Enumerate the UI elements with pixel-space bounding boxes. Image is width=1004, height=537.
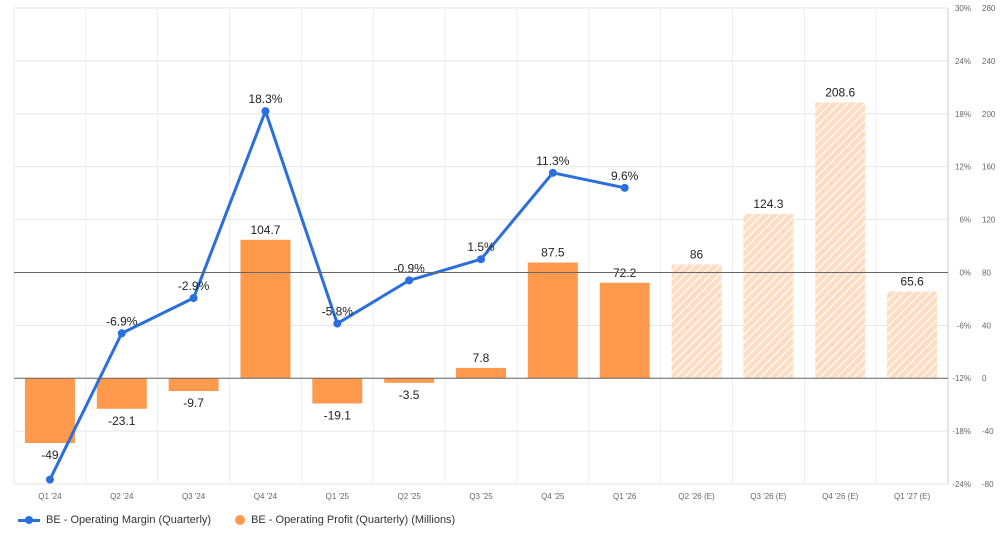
line-data-label: 18.3% xyxy=(248,92,282,106)
right-axis-tick-label: 0 xyxy=(982,374,987,383)
x-axis-tick-label: Q1 '24 xyxy=(38,492,62,501)
bar xyxy=(312,378,363,404)
right-axis-tick-label: 80 xyxy=(982,268,991,277)
bar-estimate xyxy=(671,264,722,379)
right-axis-tick-label: 200 xyxy=(982,110,996,119)
margin-point xyxy=(620,183,629,192)
x-axis-tick-label: Q1 '26 xyxy=(613,492,637,501)
left-axis-tick-label: 30% xyxy=(955,4,971,13)
legend-item-operating-margin[interactable]: BE - Operating Margin (Quarterly) xyxy=(18,514,211,526)
legend-bar-swatch xyxy=(235,515,246,525)
margin-point xyxy=(477,255,485,264)
legend-label-operating-margin: BE - Operating Margin (Quarterly) xyxy=(46,514,212,526)
x-axis-tick-label: Q4 '25 xyxy=(541,492,565,501)
bar-data-label: 7.8 xyxy=(473,351,490,365)
bar xyxy=(240,239,291,379)
bar-data-label: 65.6 xyxy=(900,274,924,288)
bar-data-label: 208.6 xyxy=(825,85,855,99)
line-data-label: 9.6% xyxy=(611,169,639,183)
x-axis-tick-label: Q3 '26 (E) xyxy=(750,492,787,501)
x-axis-tick-label: Q1 '27 (E) xyxy=(894,492,931,501)
margin-point xyxy=(548,168,557,177)
right-axis-tick-label: 160 xyxy=(982,163,996,172)
margin-point xyxy=(333,319,342,328)
margin-point xyxy=(117,329,126,338)
right-axis-tick-label: -80 xyxy=(982,480,994,489)
bar-estimate xyxy=(887,291,938,379)
bar xyxy=(24,378,75,444)
bar-data-label: 124.3 xyxy=(753,197,783,211)
bar-data-label: -19.1 xyxy=(324,408,352,422)
axes: 30% 24% 18% 12% 6% 0% -6% -12% -18% -24% 280 240 200… xyxy=(14,4,996,501)
line-data-label: 1.5% xyxy=(467,240,495,254)
right-axis-tick-label: 120 xyxy=(982,216,996,225)
bar xyxy=(527,262,578,379)
line-data-label: 11.3% xyxy=(536,154,569,168)
line-data-label: -5.8% xyxy=(322,305,354,319)
bar-data-label: -3.5 xyxy=(399,388,420,402)
legend-label-operating-profit: BE - Operating Profit (Quarterly) (Milli… xyxy=(251,514,456,526)
left-axis-tick-label: 24% xyxy=(955,57,971,66)
bar-estimate xyxy=(815,102,866,379)
line-series xyxy=(45,107,629,484)
left-axis-tick-label: -12% xyxy=(952,374,971,383)
legend-line-swatch xyxy=(18,515,40,525)
bar-data-label: 104.7 xyxy=(250,223,280,237)
x-axis-tick-label: Q4 '26 (E) xyxy=(822,492,859,501)
bar xyxy=(384,378,435,383)
bar-data-label: -9.7 xyxy=(183,396,204,410)
right-axis-tick-label: 280 xyxy=(982,4,996,13)
margin-point xyxy=(45,475,54,484)
line-data-label: -0.9% xyxy=(393,261,425,275)
right-axis-tick-label: 240 xyxy=(982,57,996,66)
x-axis-tick-label: Q2 '25 xyxy=(397,492,421,501)
bar-series xyxy=(24,102,938,444)
right-axis-tick-label: 40 xyxy=(982,321,991,330)
bar-data-label: -23.1 xyxy=(108,414,136,428)
bar-data-label: 87.5 xyxy=(541,246,565,260)
x-axis-tick-label: Q2 '24 xyxy=(110,492,134,501)
bar xyxy=(599,282,650,379)
x-axis-tick-label: Q2 '26 (E) xyxy=(678,492,715,501)
legend: BE - Operating Margin (Quarterly) BE - O… xyxy=(18,514,479,526)
bar-data-label: 86 xyxy=(690,248,704,262)
left-axis-tick-label: -18% xyxy=(952,427,971,436)
left-axis-tick-label: 0% xyxy=(959,268,971,277)
left-axis-tick-label: 6% xyxy=(959,216,971,225)
bar xyxy=(96,378,147,409)
data-labels: -49-23.1-9.7104.7-19.1-3.57.887.572.2861… xyxy=(41,85,924,462)
left-axis-tick-label: 18% xyxy=(955,110,971,119)
right-axis-tick-label: -40 xyxy=(982,427,994,436)
bar-estimate xyxy=(743,213,794,379)
margin-point xyxy=(405,276,414,285)
x-axis-tick-label: Q3 '25 xyxy=(469,492,493,501)
margin-point xyxy=(261,107,270,116)
bar-data-label: -49 xyxy=(41,448,59,462)
bar xyxy=(456,367,506,379)
left-axis-tick-label: -24% xyxy=(952,480,971,489)
x-axis-tick-label: Q4 '24 xyxy=(254,492,278,501)
line-data-label: -2.9% xyxy=(178,279,210,293)
legend-item-operating-profit[interactable]: BE - Operating Profit (Quarterly) (Milli… xyxy=(235,514,455,526)
left-axis-tick-label: 12% xyxy=(955,163,971,172)
line-data-label: -6.9% xyxy=(106,314,138,328)
bar xyxy=(168,378,219,392)
x-axis-tick-label: Q3 '24 xyxy=(182,492,206,501)
x-axis-tick-label: Q1 '25 xyxy=(326,492,350,501)
margin-point xyxy=(189,294,198,303)
left-axis-tick-label: -6% xyxy=(957,321,971,330)
